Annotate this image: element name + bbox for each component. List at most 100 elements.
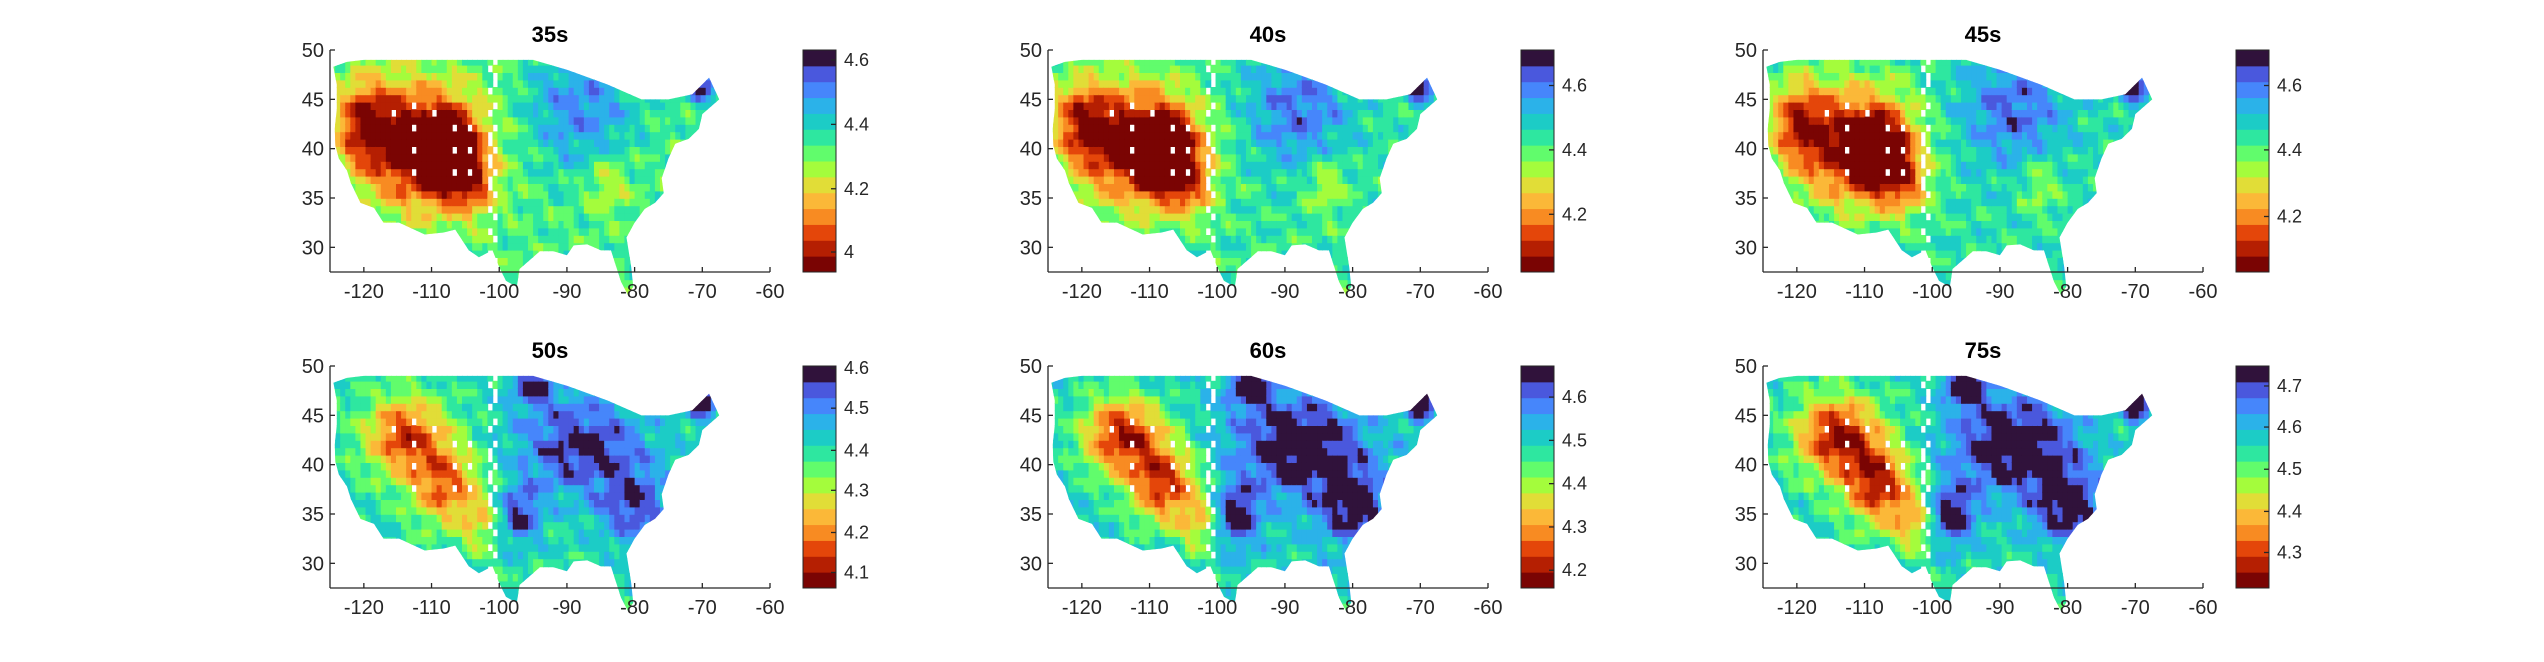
panel-50s: 50s -120 -110 -100 -90 -80 -70 -60 30 35 40 45 50 4.1… <box>302 338 869 619</box>
x-tick-label: -100 <box>479 597 519 619</box>
x-tick-label: -90 <box>1270 281 1299 303</box>
panel-title: 50s <box>532 338 569 363</box>
x-tick-label: -90 <box>1270 597 1299 619</box>
x-tick-label: -100 <box>1912 597 1952 619</box>
panel-title: 35s <box>532 22 569 47</box>
x-tick-label: -90 <box>552 281 581 303</box>
x-tick-label: -120 <box>1062 281 1102 303</box>
map-field <box>1766 59 2153 295</box>
y-tick-label: 40 <box>302 139 324 161</box>
x-tick-label: -80 <box>2053 597 2082 619</box>
x-tick-label: -70 <box>688 281 717 303</box>
colorbar-tick-label: 4.4 <box>844 114 869 134</box>
x-tick-label: -60 <box>756 281 785 303</box>
map-field <box>333 59 720 295</box>
x-tick-label: -90 <box>552 597 581 619</box>
x-tick-label: -80 <box>620 281 649 303</box>
y-tick-label: 30 <box>1735 237 1757 259</box>
x-tick-label: -70 <box>1406 281 1435 303</box>
y-tick-label: 35 <box>1735 504 1757 526</box>
map-field <box>1766 375 2153 611</box>
colorbar-tick-label: 4.2 <box>2277 207 2302 227</box>
colorbar: 4.2 4.4 4.6 <box>1520 49 1587 273</box>
y-tick-label: 35 <box>1020 504 1042 526</box>
y-tick-label: 30 <box>1020 237 1042 259</box>
colorbar-tick-label: 4.4 <box>2277 501 2302 521</box>
colorbar-tick-label: 4.1 <box>844 562 869 582</box>
panel-title: 60s <box>1250 338 1287 363</box>
colorbar-tick-label: 4.2 <box>844 523 869 543</box>
y-tick-label: 40 <box>1020 139 1042 161</box>
y-tick-label: 40 <box>1735 455 1757 477</box>
x-tick-label: -110 <box>1130 281 1169 303</box>
panel-45s: 45s -120 -110 -100 -90 -80 -70 -60 30 35 40 45 50 4.2… <box>1735 22 2302 303</box>
x-tick-label: -110 <box>412 597 451 619</box>
colorbar-tick-label: 4.6 <box>2277 417 2302 437</box>
y-tick-label: 50 <box>1020 356 1042 378</box>
y-tick-label: 45 <box>302 89 324 111</box>
colorbar-tick-label: 4.2 <box>844 179 869 199</box>
x-tick-label: -120 <box>344 281 384 303</box>
map-field <box>1051 59 1438 295</box>
x-tick-label: -120 <box>1062 597 1102 619</box>
x-tick-label: -60 <box>756 597 785 619</box>
x-tick-label: -80 <box>1338 281 1367 303</box>
x-tick-label: -110 <box>1845 597 1884 619</box>
y-tick-label: 40 <box>1735 139 1757 161</box>
y-tick-label: 50 <box>1020 40 1042 62</box>
y-tick-label: 35 <box>302 504 324 526</box>
y-tick-label: 50 <box>1735 40 1757 62</box>
panel-title: 75s <box>1965 338 2002 363</box>
y-tick-label: 30 <box>302 237 324 259</box>
panel-title: 45s <box>1965 22 2002 47</box>
y-tick-label: 50 <box>302 40 324 62</box>
x-tick-label: -60 <box>1474 597 1503 619</box>
panel-75s: 75s -120 -110 -100 -90 -80 -70 -60 30 35 40 45 50 4.3… <box>1735 338 2302 619</box>
x-tick-label: -60 <box>2189 597 2218 619</box>
y-tick-label: 40 <box>1020 455 1042 477</box>
colorbar-tick-label: 4.2 <box>1562 204 1587 224</box>
panel-title: 40s <box>1250 22 1287 47</box>
y-tick-label: 30 <box>1020 553 1042 575</box>
colorbar-tick-label: 4.6 <box>844 50 869 70</box>
y-tick-label: 45 <box>1020 405 1042 427</box>
colorbar-tick-label: 4.3 <box>1562 517 1587 537</box>
colorbar-tick-label: 4.4 <box>1562 474 1587 494</box>
y-tick-label: 45 <box>1735 89 1757 111</box>
x-tick-label: -80 <box>2053 281 2082 303</box>
colorbar-tick-label: 4.4 <box>844 440 869 460</box>
colorbar-tick-label: 4.5 <box>2277 459 2302 479</box>
y-tick-label: 45 <box>302 405 324 427</box>
colorbar-tick-label: 4.4 <box>2277 140 2302 160</box>
x-tick-label: -80 <box>620 597 649 619</box>
y-tick-label: 40 <box>302 455 324 477</box>
colorbar: 4.3 4.4 4.5 4.6 4.7 <box>2235 365 2302 589</box>
x-tick-label: -110 <box>412 281 451 303</box>
x-tick-label: -60 <box>2189 281 2218 303</box>
colorbar-tick-label: 4.4 <box>1562 140 1587 160</box>
y-tick-label: 30 <box>302 553 324 575</box>
x-tick-label: -100 <box>1197 597 1237 619</box>
x-tick-label: -90 <box>1985 597 2014 619</box>
x-tick-label: -70 <box>688 597 717 619</box>
colorbar-tick-label: 4.3 <box>844 480 869 500</box>
y-tick-label: 50 <box>1735 356 1757 378</box>
colorbar-tick-label: 4.6 <box>1562 387 1587 407</box>
y-tick-label: 35 <box>302 188 324 210</box>
x-tick-label: -70 <box>1406 597 1435 619</box>
colorbar-tick-label: 4.5 <box>1562 430 1587 450</box>
colorbar: 4.2 4.3 4.4 4.5 4.6 <box>1520 365 1587 589</box>
colorbar: 4.2 4.4 4.6 <box>2235 49 2302 273</box>
x-tick-label: -110 <box>1845 281 1884 303</box>
colorbar-tick-label: 4.7 <box>2277 376 2302 396</box>
colorbar-tick-label: 4 <box>844 242 854 262</box>
x-tick-label: -120 <box>1777 597 1817 619</box>
panel-40s: 40s -120 -110 -100 -90 -80 -70 -60 30 35 40 45 50 4.2… <box>1020 22 1587 303</box>
y-tick-label: 35 <box>1020 188 1042 210</box>
x-tick-label: -60 <box>1474 281 1503 303</box>
colorbar: 4 4.2 4.4 4.6 <box>802 49 869 273</box>
x-tick-label: -80 <box>1338 597 1367 619</box>
panel-60s: 60s -120 -110 -100 -90 -80 -70 -60 30 35 40 45 50 4.2… <box>1020 338 1587 619</box>
colorbar-tick-label: 4.3 <box>2277 542 2302 562</box>
